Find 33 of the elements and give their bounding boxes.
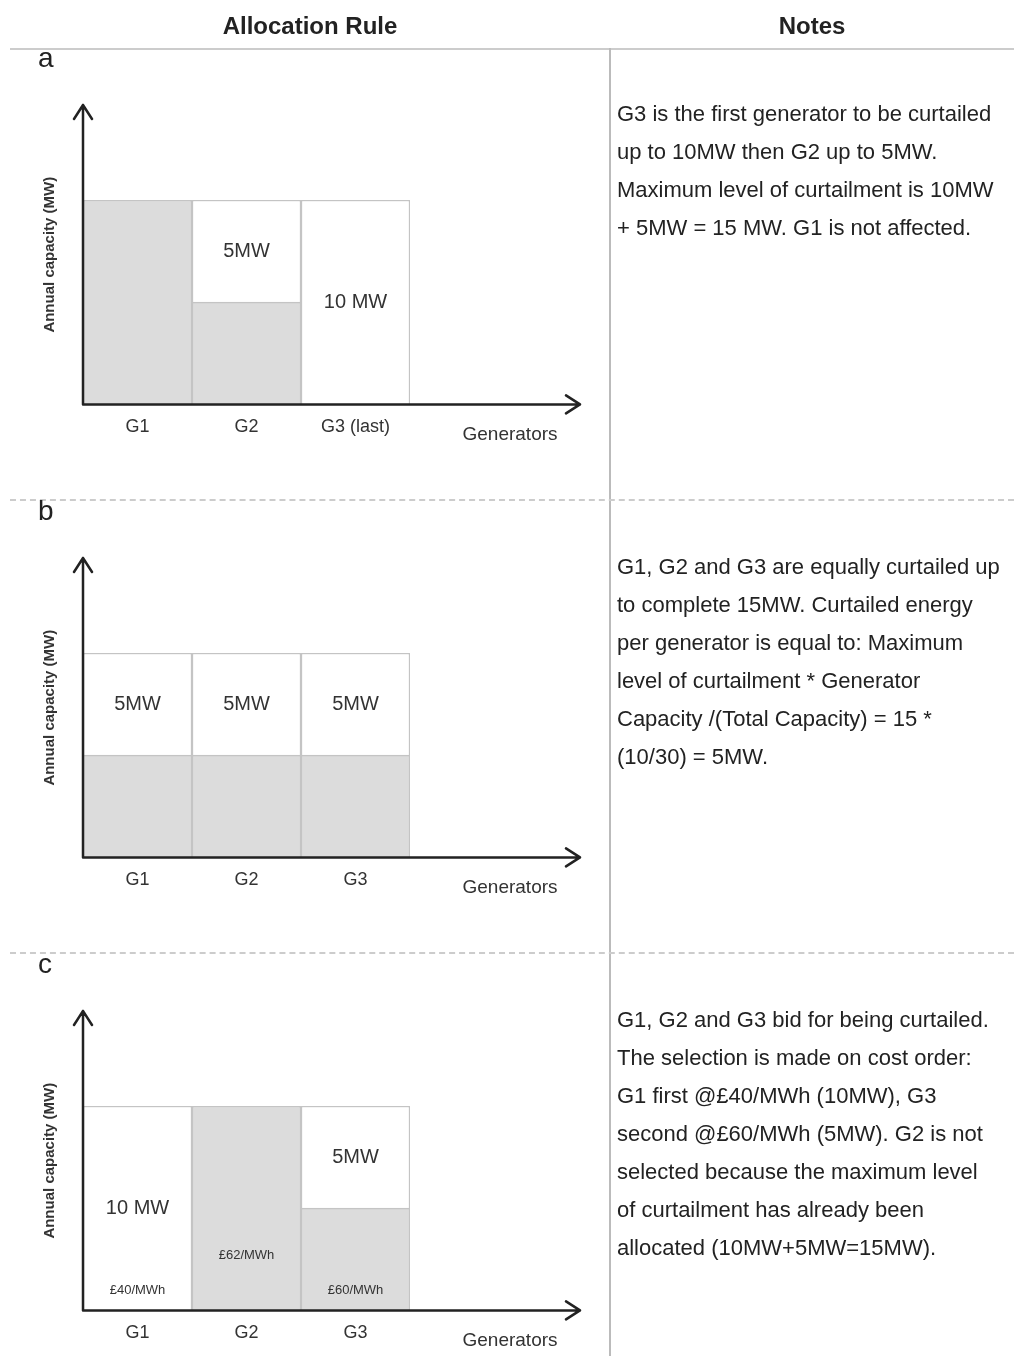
x-tick-label: G3 (343, 869, 368, 890)
annotation: £60/MWh (327, 1281, 384, 1297)
x-tick-label: G2 (234, 869, 259, 890)
chart-subtitle: b (38, 495, 54, 527)
annotation: £62/MWh (218, 1246, 275, 1262)
data-label: 5MW (223, 238, 270, 261)
chart-subtitle: c (38, 948, 52, 980)
y-axis-title: Annual capacity (MW) (40, 176, 58, 333)
chart-title: Allocation Rule (221, 12, 399, 40)
data-label: 5MW (332, 691, 379, 714)
data-label: 5MW (223, 691, 270, 714)
data-label: 5MW (114, 691, 161, 714)
text: Notes (777, 12, 847, 40)
x-tick-label: G3 (last) (320, 416, 391, 437)
x-tick-label: G1 (125, 869, 150, 890)
x-axis-title: Generators (462, 875, 558, 897)
x-axis-title: Generators (462, 1328, 558, 1350)
data-label: 5MW (332, 1144, 379, 1167)
y-axis-title: Annual capacity (MW) (40, 629, 58, 786)
data-label: 10 MW (105, 1195, 170, 1218)
text: G3 is the first generator to be curtailed up to 10MW then G2 up to 5MW. Maximum level of curtailment is 10MW + 5MW = 15 MW. G1 is not affected. (617, 100, 995, 242)
x-tick-label: G1 (125, 1322, 150, 1343)
x-tick-label: G2 (234, 416, 259, 437)
x-axis-title: Generators (462, 422, 558, 444)
x-tick-label: G1 (125, 416, 150, 437)
data-label: 10 MW (323, 289, 388, 312)
y-axis-title: Annual capacity (MW) (40, 1082, 58, 1239)
text: G1, G2 and G3 bid for being curtailed. The selection is made on cost order: G1 first @£40/MWh (10MW), G3 second @£60/MWh (5MW). G2 is not selected because the maximum level of curtailment has already been allocated (10MW+5MW=15MW). (617, 1006, 990, 1262)
annotation: £40/MWh (109, 1281, 166, 1297)
x-tick-label: G2 (234, 1322, 259, 1343)
chart-subtitle: a (38, 42, 54, 74)
x-tick-label: G3 (343, 1322, 368, 1343)
text: G1, G2 and G3 are equally curtailed up to complete 15MW. Curtailed energy per generator is equal to: Maximum level of curtailment * Generator Capacity /(Total Capacity) = 15 * (10/30) = 5MW. (617, 553, 1001, 771)
